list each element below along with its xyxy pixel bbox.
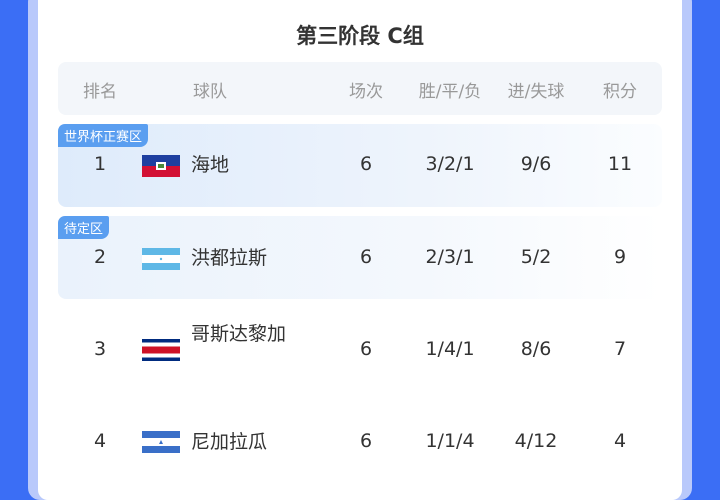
header-points: 积分 — [603, 82, 637, 102]
table-header: 排名 球队 场次 胜/平/负 进/失球 积分 — [58, 62, 662, 115]
rank: 1 — [93, 153, 107, 175]
honduras-flag-icon — [142, 248, 180, 270]
goals: 9/6 — [520, 153, 552, 175]
costa-rica-flag-icon — [142, 339, 180, 361]
table-row[interactable]: 3 哥斯达黎加 6 1/4/1 8/6 7 — [58, 300, 662, 400]
header-team: 球队 — [193, 82, 227, 102]
wdl: 3/2/1 — [425, 153, 475, 175]
goals: 5/2 — [520, 246, 552, 268]
table-row[interactable]: 世界杯正赛区 1 海地 6 3/2/1 9/6 11 — [58, 124, 662, 207]
points: 7 — [613, 338, 627, 360]
played: 6 — [359, 338, 373, 360]
team-name: 洪都拉斯 — [191, 247, 268, 269]
zone-tag: 世界杯正赛区 — [58, 124, 149, 147]
points: 11 — [607, 153, 633, 175]
nicaragua-flag-icon — [142, 431, 180, 453]
played: 6 — [359, 246, 373, 268]
wdl: 1/1/4 — [425, 430, 475, 452]
played: 6 — [359, 153, 373, 175]
goals: 8/6 — [520, 338, 552, 360]
table-row[interactable]: 待定区 2 洪都拉斯 6 2/3/1 5/2 9 — [58, 216, 662, 299]
played: 6 — [359, 430, 373, 452]
header-wdl: 胜/平/负 — [418, 82, 482, 102]
group-title: 第三阶段 C组 — [296, 24, 424, 48]
haiti-flag-icon — [142, 155, 180, 177]
points: 4 — [613, 430, 627, 452]
team-name: 尼加拉瓜 — [191, 431, 268, 453]
rank: 3 — [93, 338, 107, 360]
rank: 4 — [93, 430, 107, 452]
team-name: 哥斯达黎加 — [191, 323, 287, 345]
goals: 4/12 — [514, 430, 558, 452]
wdl: 2/3/1 — [425, 246, 475, 268]
rank: 2 — [93, 246, 107, 268]
points: 9 — [613, 246, 627, 268]
team-name: 海地 — [191, 154, 230, 176]
zone-tag: 待定区 — [58, 216, 110, 239]
header-rank: 排名 — [83, 82, 117, 102]
wdl: 1/4/1 — [425, 338, 475, 360]
header-goals: 进/失球 — [507, 82, 565, 102]
table-row[interactable]: 4 尼加拉瓜 6 1/1/4 4/12 4 — [58, 400, 662, 485]
header-played: 场次 — [349, 82, 383, 102]
